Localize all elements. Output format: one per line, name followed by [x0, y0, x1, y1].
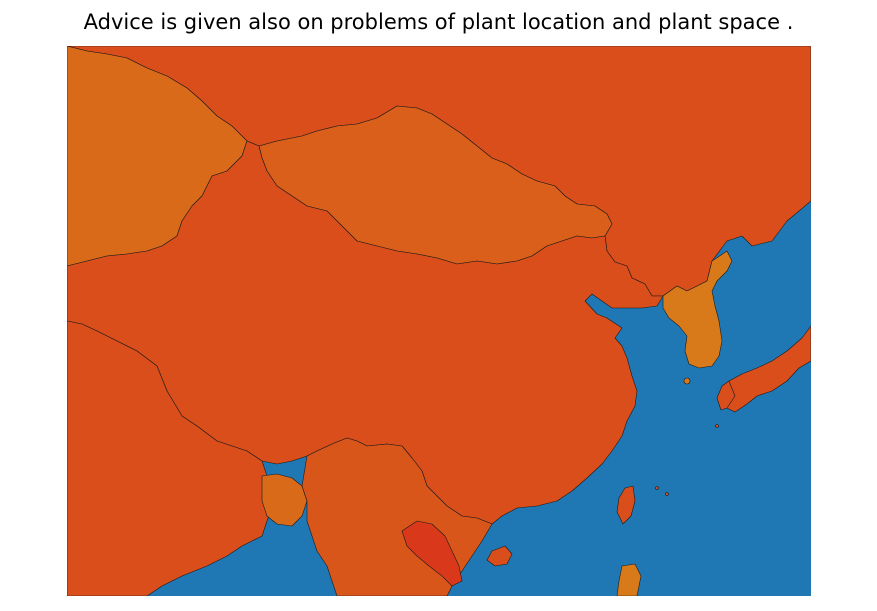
taiwan-region: [616, 485, 636, 525]
japan-kyushu-region: [716, 380, 736, 411]
korea-region: [662, 250, 733, 369]
map-frame: [67, 46, 811, 596]
bangladesh-region: [261, 473, 308, 527]
island-ryukyu-1: [655, 486, 659, 490]
island-ryukyu-3: [715, 424, 719, 428]
map-canvas: [67, 46, 811, 596]
laos-region: [401, 520, 463, 587]
map-title: Advice is given also on problems of plan…: [83, 10, 794, 34]
island-jeju: [683, 377, 691, 385]
island-ryukyu-2: [665, 492, 669, 496]
hainan-region: [486, 545, 513, 567]
philippines-region: [616, 563, 642, 596]
